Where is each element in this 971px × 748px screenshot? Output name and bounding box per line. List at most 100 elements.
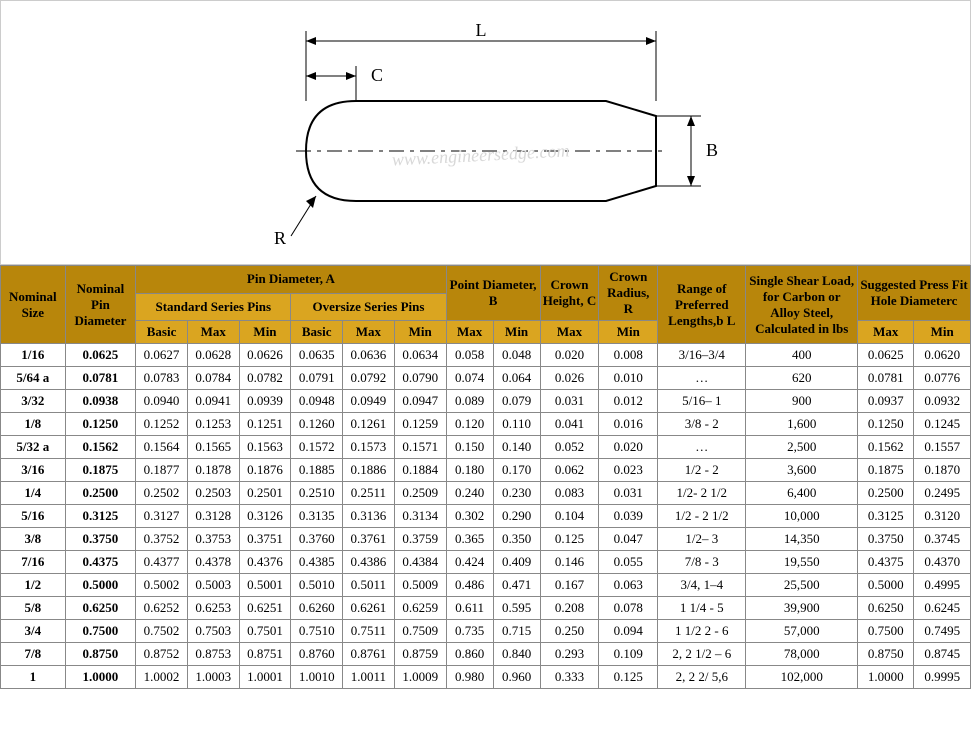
cell-crmn: 0.010 (599, 367, 658, 390)
cell-omx: 0.0949 (343, 390, 395, 413)
cell-hmx: 0.7500 (858, 620, 914, 643)
cell-crmn: 0.031 (599, 482, 658, 505)
cell-pmn: 0.960 (493, 666, 540, 689)
cell-dia: 0.8750 (65, 643, 136, 666)
watermark-text: www.engineersedge.com (391, 140, 569, 169)
cell-smx: 0.0628 (187, 344, 239, 367)
cell-nom: 3/4 (1, 620, 66, 643)
cell-shear: 620 (746, 367, 858, 390)
cell-omx: 0.3761 (343, 528, 395, 551)
cell-range: … (658, 367, 746, 390)
cell-chmx: 0.026 (540, 367, 599, 390)
cell-omx: 0.2511 (343, 482, 395, 505)
cell-dia: 0.3750 (65, 528, 136, 551)
cell-smn: 0.4376 (239, 551, 291, 574)
cell-pmn: 0.048 (493, 344, 540, 367)
cell-nom: 7/16 (1, 551, 66, 574)
cell-nom: 5/32 a (1, 436, 66, 459)
cell-sb: 0.7502 (136, 620, 188, 643)
cell-sb: 0.6252 (136, 597, 188, 620)
cell-nom: 3/8 (1, 528, 66, 551)
cell-dia: 0.1250 (65, 413, 136, 436)
cell-omn: 0.4384 (394, 551, 446, 574)
cell-omx: 0.0792 (343, 367, 395, 390)
cell-ob: 0.0791 (291, 367, 343, 390)
cell-nom: 1 (1, 666, 66, 689)
cell-smx: 0.8753 (187, 643, 239, 666)
cell-pmx: 0.058 (446, 344, 493, 367)
cell-chmx: 0.146 (540, 551, 599, 574)
cell-sb: 0.4377 (136, 551, 188, 574)
cell-omn: 0.7509 (394, 620, 446, 643)
cell-crmn: 0.020 (599, 436, 658, 459)
cell-ob: 0.1260 (291, 413, 343, 436)
cell-pmn: 0.471 (493, 574, 540, 597)
cell-hmn: 0.0932 (914, 390, 971, 413)
cell-hmx: 0.0625 (858, 344, 914, 367)
cell-ob: 1.0010 (291, 666, 343, 689)
cell-shear: 19,550 (746, 551, 858, 574)
cell-pmx: 0.424 (446, 551, 493, 574)
cell-shear: 10,000 (746, 505, 858, 528)
cell-pmx: 0.074 (446, 367, 493, 390)
cell-crmn: 0.078 (599, 597, 658, 620)
cell-hmx: 0.5000 (858, 574, 914, 597)
cell-smn: 0.8751 (239, 643, 291, 666)
cell-ob: 0.1572 (291, 436, 343, 459)
cell-pmx: 0.240 (446, 482, 493, 505)
cell-smx: 0.2503 (187, 482, 239, 505)
cell-omx: 0.1261 (343, 413, 395, 436)
cell-smn: 0.3126 (239, 505, 291, 528)
cell-hmx: 0.1875 (858, 459, 914, 482)
cell-omn: 0.0634 (394, 344, 446, 367)
hdr-range: Range of Preferred Lengths,b L (658, 266, 746, 344)
cell-pmx: 0.611 (446, 597, 493, 620)
cell-pmn: 0.140 (493, 436, 540, 459)
table-row: 5/80.62500.62520.62530.62510.62600.62610… (1, 597, 971, 620)
hdr-p-min: Min (493, 321, 540, 344)
cell-nom: 7/8 (1, 643, 66, 666)
cell-omn: 0.1259 (394, 413, 446, 436)
table-row: 1/80.12500.12520.12530.12510.12600.12610… (1, 413, 971, 436)
hdr-std-series: Standard Series Pins (136, 293, 291, 321)
cell-sb: 0.1252 (136, 413, 188, 436)
hdr-p-max: Max (446, 321, 493, 344)
cell-range: … (658, 436, 746, 459)
cell-omx: 0.7511 (343, 620, 395, 643)
label-B: B (706, 140, 718, 160)
cell-omx: 0.5011 (343, 574, 395, 597)
cell-hmn: 0.2495 (914, 482, 971, 505)
cell-omx: 0.3136 (343, 505, 395, 528)
cell-sb: 0.2502 (136, 482, 188, 505)
cell-nom: 5/8 (1, 597, 66, 620)
cell-hmx: 0.3750 (858, 528, 914, 551)
cell-hmn: 0.7495 (914, 620, 971, 643)
cell-ob: 0.2510 (291, 482, 343, 505)
cell-hmx: 1.0000 (858, 666, 914, 689)
cell-ob: 0.0635 (291, 344, 343, 367)
hdr-s-max: Max (187, 321, 239, 344)
cell-sb: 0.5002 (136, 574, 188, 597)
cell-crmn: 0.125 (599, 666, 658, 689)
cell-ob: 0.3135 (291, 505, 343, 528)
hdr-o-min: Min (394, 321, 446, 344)
cell-pmn: 0.110 (493, 413, 540, 436)
cell-chmx: 0.167 (540, 574, 599, 597)
cell-sb: 0.1564 (136, 436, 188, 459)
cell-smn: 0.2501 (239, 482, 291, 505)
cell-pmx: 0.150 (446, 436, 493, 459)
cell-chmx: 0.062 (540, 459, 599, 482)
cell-range: 5/16– 1 (658, 390, 746, 413)
cell-pmn: 0.595 (493, 597, 540, 620)
cell-chmx: 0.250 (540, 620, 599, 643)
cell-smn: 0.5001 (239, 574, 291, 597)
cell-shear: 57,000 (746, 620, 858, 643)
cell-shear: 39,900 (746, 597, 858, 620)
pin-spec-table: Nominal Size Nominal Pin Diameter Pin Di… (0, 265, 971, 689)
cell-ob: 0.4385 (291, 551, 343, 574)
cell-nom: 1/2 (1, 574, 66, 597)
cell-pmx: 0.860 (446, 643, 493, 666)
hdr-ovs-series: Oversize Series Pins (291, 293, 446, 321)
cell-dia: 0.5000 (65, 574, 136, 597)
cell-pmn: 0.170 (493, 459, 540, 482)
